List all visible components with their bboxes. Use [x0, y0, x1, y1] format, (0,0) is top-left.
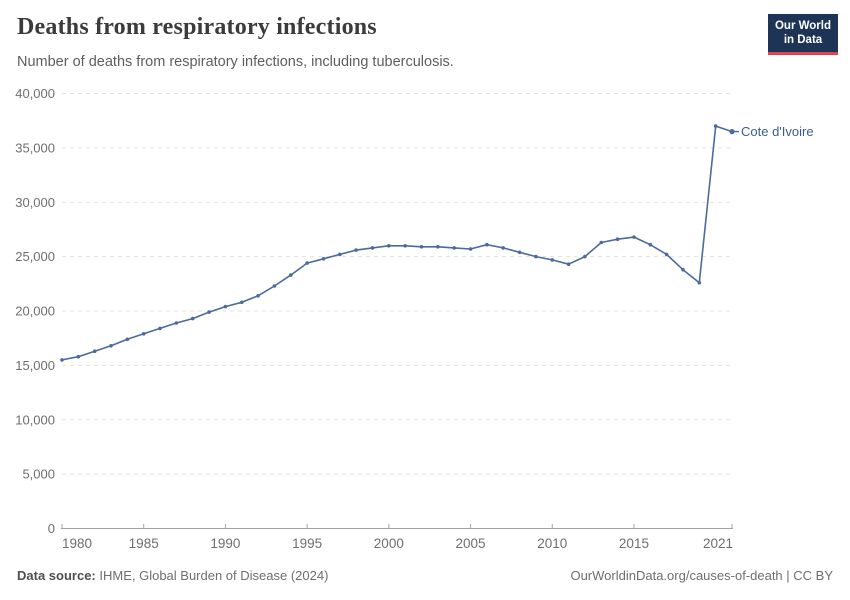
data-point — [370, 246, 375, 250]
data-line — [61, 125, 733, 361]
data-point — [76, 354, 81, 359]
x-axis-tick-label: 1985 — [129, 536, 159, 551]
data-point — [566, 262, 571, 267]
x-axis-tick-label: 2015 — [619, 536, 649, 551]
x-axis-tick-label: 1990 — [210, 536, 240, 551]
data-point — [338, 252, 342, 257]
x-axis-tick-label: 2005 — [456, 536, 486, 551]
data-point — [141, 332, 146, 336]
y-axis-tick-label: 5,000 — [22, 467, 55, 482]
data-source-text: IHME, Global Burden of Disease (2024) — [95, 568, 329, 583]
data-point — [648, 242, 653, 247]
y-axis-tick-label: 40,000 — [15, 86, 55, 101]
data-point — [468, 247, 473, 251]
data-point — [272, 284, 277, 288]
data-point — [436, 245, 440, 249]
data-point — [305, 261, 309, 265]
data-point — [354, 248, 358, 252]
data-point — [387, 244, 391, 248]
data-point — [632, 235, 636, 239]
data-point — [190, 316, 195, 321]
chart-footer: Data source: IHME, Global Burden of Dise… — [17, 568, 833, 583]
x-axis-tick-label: 1980 — [62, 536, 92, 551]
data-point — [583, 254, 587, 259]
data-point — [615, 237, 620, 241]
data-point — [158, 326, 162, 331]
data-point — [599, 240, 604, 245]
data-point — [60, 358, 64, 362]
y-axis-tick-label: 15,000 — [15, 358, 55, 373]
data-point — [403, 244, 408, 248]
chart-subtitle: Number of deaths from respiratory infect… — [17, 54, 454, 70]
data-point — [240, 300, 244, 305]
data-point — [501, 246, 506, 250]
entity-label: Cote d'Ivoire — [741, 124, 814, 139]
y-axis-tick-label: 25,000 — [15, 249, 55, 264]
data-point — [321, 257, 326, 261]
data-point — [550, 258, 554, 262]
owid-logo-line2: in Data — [783, 34, 823, 47]
data-source: Data source: IHME, Global Burden of Dise… — [17, 568, 328, 583]
data-point — [256, 294, 260, 298]
x-axis-tick-label: 2000 — [374, 536, 404, 551]
x-axis-tick-label: 2010 — [537, 536, 567, 551]
x-axis-tick-label: 2021 — [703, 536, 733, 551]
data-point — [485, 242, 489, 247]
data-point — [517, 250, 522, 255]
data-point — [697, 280, 702, 285]
data-point — [289, 273, 293, 277]
page-title: Deaths from respiratory infections — [17, 14, 377, 40]
data-source-label: Data source: — [17, 568, 96, 583]
y-axis-tick-label: 10,000 — [15, 412, 55, 427]
data-point — [419, 245, 424, 249]
data-point — [664, 252, 669, 257]
credit-link[interactable]: OurWorldinData.org/causes-of-death | CC … — [570, 568, 833, 583]
data-point — [534, 254, 538, 259]
data-point — [109, 344, 113, 348]
data-point — [174, 321, 179, 325]
y-axis-tick-label: 0 — [48, 521, 55, 536]
y-axis-tick-label: 35,000 — [15, 140, 55, 155]
x-axis-tick-label: 1995 — [292, 536, 322, 551]
y-axis-tick-label: 20,000 — [15, 304, 55, 319]
data-point — [207, 310, 211, 314]
owid-logo-line1: Our World — [774, 20, 831, 32]
data-point — [681, 267, 685, 272]
data-point — [92, 349, 97, 354]
data-point — [223, 304, 228, 309]
data-point — [713, 124, 718, 128]
data-point — [452, 246, 457, 250]
owid-logo[interactable]: Our World in Data — [768, 14, 838, 55]
data-point — [729, 129, 735, 135]
data-point — [125, 337, 130, 342]
y-axis-tick-label: 30,000 — [15, 195, 55, 210]
